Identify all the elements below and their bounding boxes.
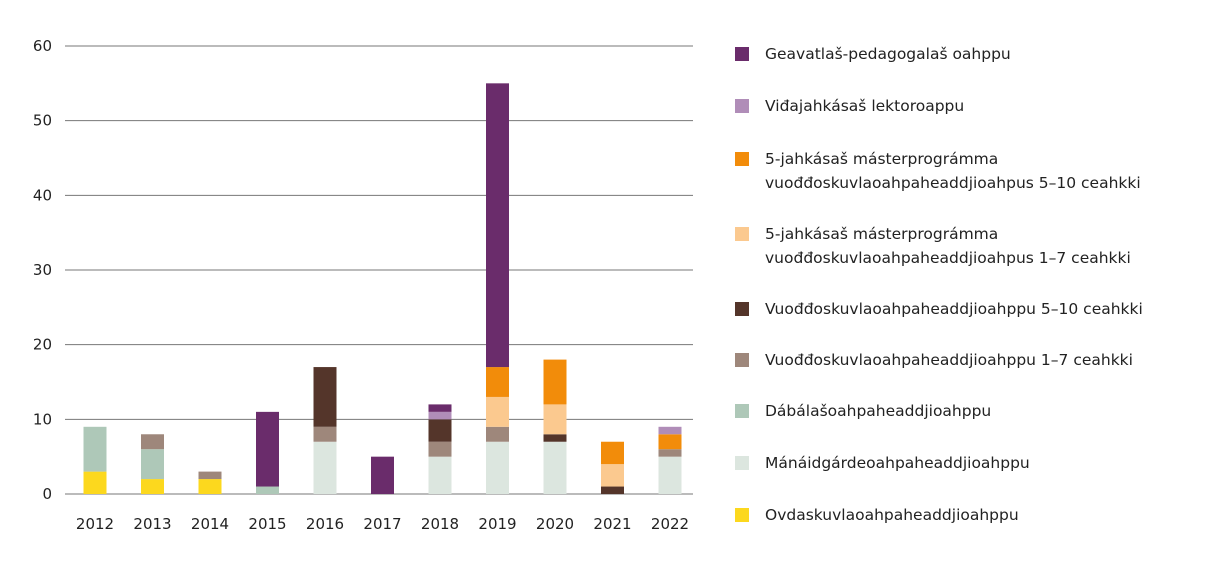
bar-segment (486, 367, 509, 397)
legend-label: Ovdaskuvlaoahpaheaddjioahppu (765, 506, 1019, 524)
legend-swatch (735, 99, 749, 113)
bar-segment (543, 441, 567, 494)
bar-segment (371, 456, 394, 494)
bar-segment (428, 441, 452, 457)
legend-swatch (735, 227, 749, 241)
legend-label: Vuođđoskuvlaoahpaheaddjioahppu 5–10 ceah… (765, 300, 1143, 318)
x-tick-label: 2020 (536, 515, 574, 533)
legend-swatch (735, 302, 749, 316)
legend-swatch (735, 152, 749, 166)
x-tick-label: 2014 (191, 515, 229, 533)
x-tick-label: 2019 (478, 515, 516, 533)
y-tick-label: 50 (33, 112, 52, 130)
x-tick-label: 2016 (306, 515, 344, 533)
bar-segment (428, 419, 452, 442)
x-tick-label: 2021 (593, 515, 631, 533)
bar-segment (256, 411, 279, 487)
legend-item: 5-jahkásaš másterprográmma vuođđoskuvlao… (735, 222, 1185, 270)
legend-item: 5-jahkásaš másterprográmma vuođđoskuvlao… (735, 147, 1185, 195)
bar-segment (256, 486, 279, 494)
legend-label: 5-jahkásaš másterprográmma vuođđoskuvlao… (765, 225, 1131, 267)
legend-item: Viđajahkásaš lektoroappu (735, 94, 964, 118)
bar-segment (83, 471, 107, 494)
bar-segment (141, 434, 164, 450)
bar-segment (428, 404, 452, 412)
y-tick-label: 30 (33, 261, 52, 279)
x-tick-label: 2018 (421, 515, 459, 533)
bar-segment (313, 441, 337, 494)
plot-area: 0 10 20 30 40 50 60 2012 2013 2014 2015 2016 2017 201… (33, 37, 693, 533)
bar-segment (658, 449, 682, 457)
legend-label: Mánáidgárdeoahpaheaddjioahppu (765, 454, 1030, 472)
bar-segment (428, 456, 452, 494)
legend-swatch (735, 456, 749, 470)
bar-segment (313, 367, 337, 427)
bar-segment (658, 434, 682, 450)
legend-item: Dábálašoahpaheaddjioahppu (735, 399, 991, 423)
legend-label: 5-jahkásaš másterprográmma vuođđoskuvlao… (765, 150, 1141, 192)
bar-segment (486, 396, 509, 427)
y-tick-label: 10 (33, 410, 52, 428)
legend-item: Ovdaskuvlaoahpaheaddjioahppu (735, 503, 1019, 527)
legend-item: Vuođđoskuvlaoahpaheaddjioahppu 1–7 ceahk… (735, 348, 1133, 372)
legend-item: Geavatlaš-pedagogalaš oahppu (735, 42, 1011, 66)
bar-segment (601, 486, 624, 494)
x-tick-label: 2012 (76, 515, 114, 533)
y-tick-label: 0 (42, 485, 52, 503)
bar-segment (601, 441, 624, 465)
bar-segment (198, 479, 222, 494)
legend-swatch (735, 353, 749, 367)
y-tick-label: 20 (33, 336, 52, 354)
legend-item: Vuođđoskuvlaoahpaheaddjioahppu 5–10 ceah… (735, 297, 1143, 321)
x-tick-label: 2015 (248, 515, 286, 533)
legend-swatch (735, 508, 749, 522)
y-tick-label: 40 (33, 186, 52, 204)
legend-item: Mánáidgárdeoahpaheaddjioahppu (735, 451, 1030, 475)
x-tick-label: 2017 (363, 515, 401, 533)
bar-segment (658, 456, 682, 494)
x-tick-label: 2013 (133, 515, 171, 533)
bar-segment (83, 426, 107, 472)
bar-segment (543, 359, 567, 405)
bar-segment (543, 404, 567, 435)
bar-segment (486, 441, 509, 494)
bar-segment (543, 434, 567, 442)
bar-segment (141, 449, 164, 480)
legend-label: Dábálašoahpaheaddjioahppu (765, 402, 992, 420)
legend-label: Vuođđoskuvlaoahpaheaddjioahppu 1–7 ceahk… (765, 351, 1133, 369)
y-tick-label: 60 (33, 37, 52, 55)
legend-swatch (735, 404, 749, 418)
legend-label: Geavatlaš-pedagogalaš oahppu (765, 45, 1011, 63)
bar-segment (313, 426, 337, 442)
legend-swatch (735, 47, 749, 61)
bar-segment (601, 464, 624, 487)
legend-label: Viđajahkásaš lektoroappu (765, 97, 965, 115)
bar-segment (486, 83, 509, 368)
bar-segment (141, 479, 164, 494)
bar-segment (658, 426, 682, 435)
bar-segment (486, 426, 509, 442)
bar-segment (198, 471, 222, 480)
bar-segment (428, 411, 452, 420)
x-tick-label: 2022 (651, 515, 689, 533)
